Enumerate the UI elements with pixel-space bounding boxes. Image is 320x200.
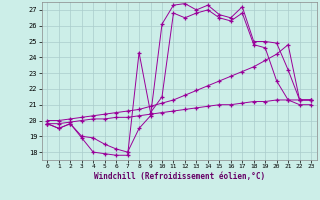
X-axis label: Windchill (Refroidissement éolien,°C): Windchill (Refroidissement éolien,°C)	[94, 172, 265, 181]
